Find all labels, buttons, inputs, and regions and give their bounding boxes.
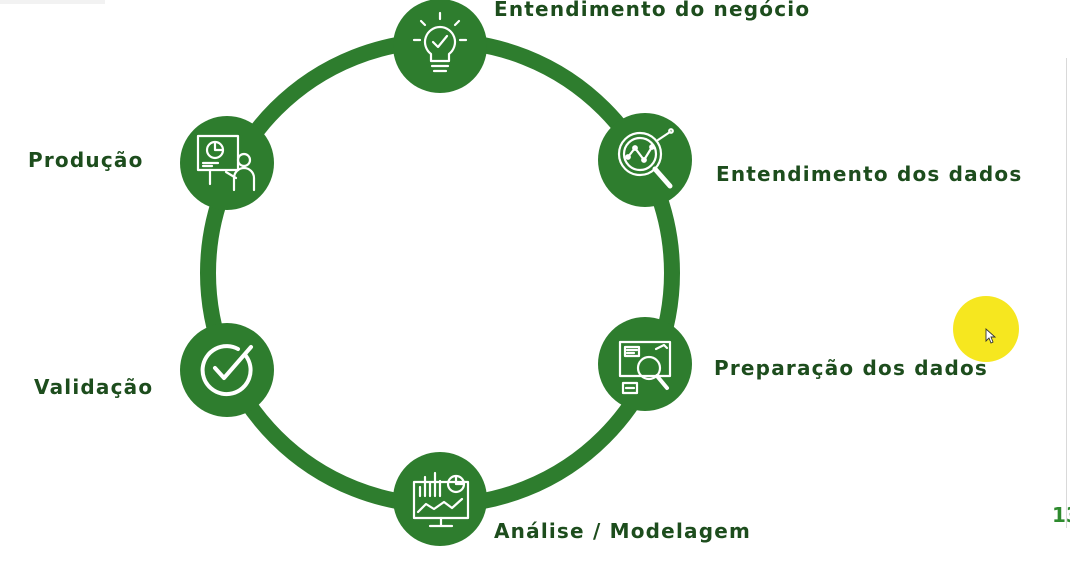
magnifier-chart-icon [617,128,674,189]
right-edge-divider [1066,58,1067,528]
circle-check-icon [200,344,253,397]
mouse-pointer-icon [985,327,997,344]
magnifier-board-icon [618,340,672,395]
monitor-analytics-icon [412,471,470,528]
node-entendimento-negocio [393,0,487,93]
cursor-highlight [953,296,1019,362]
presenter-board-icon [196,134,256,192]
cycle-ring [200,33,680,513]
label-analise-modelagem: Análise / Modelagem [494,519,752,543]
slide-number: 13 [1052,503,1070,527]
node-preparacao-dados [598,317,692,411]
label-entendimento-negocio: Entendimento do negócio [494,0,811,21]
lightbulb-check-icon [412,11,468,73]
node-analise-modelagem [393,452,487,546]
label-preparacao-dados: Preparação dos dados [714,356,989,380]
top-left-residual-mark [0,0,105,4]
label-validacao: Validação [34,375,154,399]
label-entendimento-dados: Entendimento dos dados [716,162,1023,186]
node-entendimento-dados [598,113,692,207]
label-producao: Produção [28,148,144,172]
node-producao [180,116,274,210]
node-validacao [180,323,274,417]
